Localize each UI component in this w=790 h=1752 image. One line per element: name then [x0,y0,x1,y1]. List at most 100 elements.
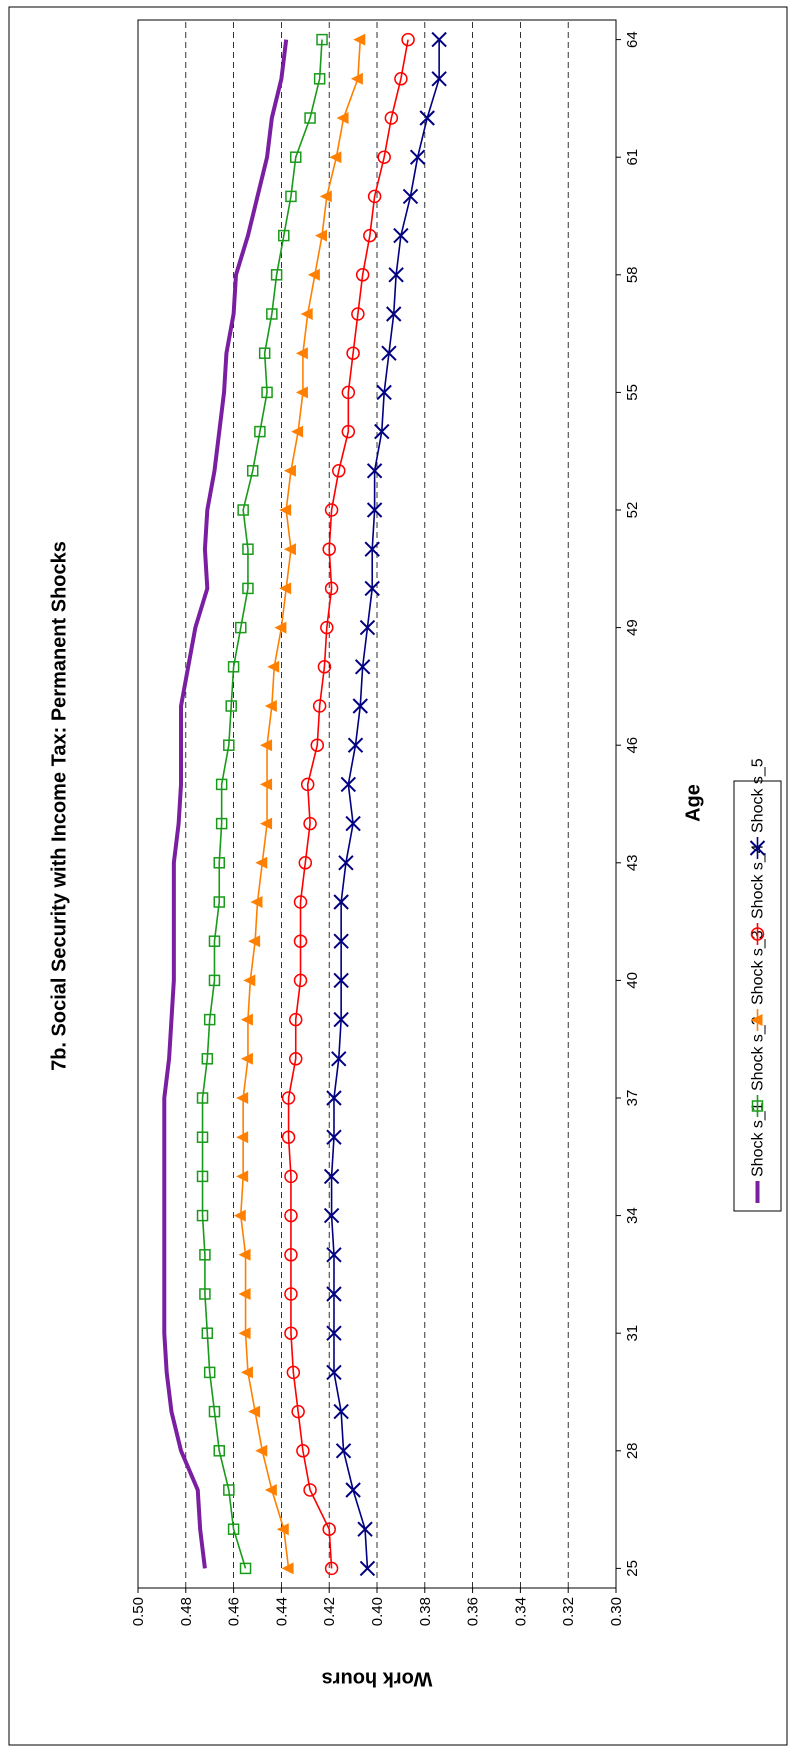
marker-triangle [260,739,273,752]
marker-circle [298,856,313,870]
marker-triangle [283,464,296,477]
marker-circle [322,542,336,556]
marker-circle [300,777,315,792]
marker-circle [324,1561,339,1576]
marker-x [326,1247,342,1263]
marker-circle [332,464,346,478]
marker-circle [284,1208,298,1223]
marker-x [338,855,354,871]
marker-triangle [336,112,349,124]
marker-circle [303,1483,317,1497]
marker-x [340,776,357,793]
marker-square [201,1327,214,1339]
x-tick-label: 40 [624,972,641,989]
marker-circle [355,268,370,282]
legend-box [733,780,782,1212]
x-tick-label: 46 [624,737,641,754]
series-line [330,39,440,1569]
marker-x [347,737,364,753]
marker-square [751,1100,764,1112]
marker-square [246,465,259,477]
legend-label: Shock s_2 [750,1016,767,1091]
marker-square [208,1405,221,1418]
marker-square [235,621,247,634]
marker-square [258,347,271,359]
marker-circle [363,228,377,243]
y-tick-label: 0.32 [560,1597,577,1626]
series-line [162,39,289,1569]
marker-x [345,815,361,832]
marker-x [333,1011,349,1028]
marker-triangle [236,1131,249,1144]
marker-triangle [295,386,308,399]
x-tick-label: 49 [624,619,641,636]
marker-square [196,1131,209,1143]
marker-triangle [233,1209,246,1222]
marker-square [213,1445,226,1457]
marker-circle [288,1012,303,1027]
marker-triangle [295,347,308,360]
marker-circle [293,895,308,909]
marker-x [345,1482,361,1498]
series-line [287,39,409,1569]
marker-x [386,306,402,322]
legend-label: Shock s_3 [750,930,767,1005]
x-tick-label: 43 [624,854,641,871]
marker-x [749,840,766,856]
legend-label: Shock s_5 [750,758,767,833]
marker-square [203,1013,216,1026]
marker-circle [310,738,324,752]
marker-square [242,582,254,595]
marker-triangle [255,1444,268,1457]
marker-triangle [291,425,304,438]
y-tick-label: 0.38 [417,1597,434,1626]
marker-x [409,149,426,165]
marker-x [326,1286,342,1302]
y-axis-label: Work hours [322,1668,433,1690]
marker-circle [322,1522,336,1536]
marker-triangle [236,1092,249,1104]
marker-circle [377,150,391,164]
marker-square [213,896,226,908]
marker-triangle [238,1288,251,1300]
marker-square [227,661,240,673]
y-tick-label: 0.36 [465,1597,482,1626]
y-tick-label: 0.48 [178,1597,195,1626]
marker-triangle [281,1562,294,1575]
marker-square [208,935,221,947]
marker-x [419,110,435,126]
marker-triangle [238,1327,251,1340]
x-tick-label: 28 [624,1442,641,1459]
marker-circle [317,660,332,674]
marker-circle [296,1444,310,1458]
marker-square [237,504,249,516]
marker-x [326,1325,342,1341]
marker-square [304,112,316,124]
marker-square [196,1209,209,1222]
marker-x [333,894,349,910]
marker-x [376,384,392,401]
marker-triangle [250,896,263,908]
marker-x [366,463,383,479]
marker-circle [284,1326,298,1340]
marker-x [431,31,447,48]
marker-x [326,1364,342,1381]
x-tick-label: 61 [624,149,641,166]
marker-square [223,739,235,751]
y-tick-label: 0.50 [130,1597,147,1626]
marker-square [242,543,254,555]
marker-square [223,1484,235,1496]
marker-square [270,269,283,281]
marker-square [208,974,221,987]
marker-square [215,817,228,830]
marker-triangle [315,229,328,242]
marker-triangle [274,621,287,634]
marker-triangle [264,1484,277,1496]
marker-x [364,541,380,557]
marker-triangle [243,974,256,987]
marker-square [278,229,290,242]
y-tick-label: 0.42 [321,1597,338,1626]
marker-circle [293,934,308,948]
marker-square [313,73,326,85]
